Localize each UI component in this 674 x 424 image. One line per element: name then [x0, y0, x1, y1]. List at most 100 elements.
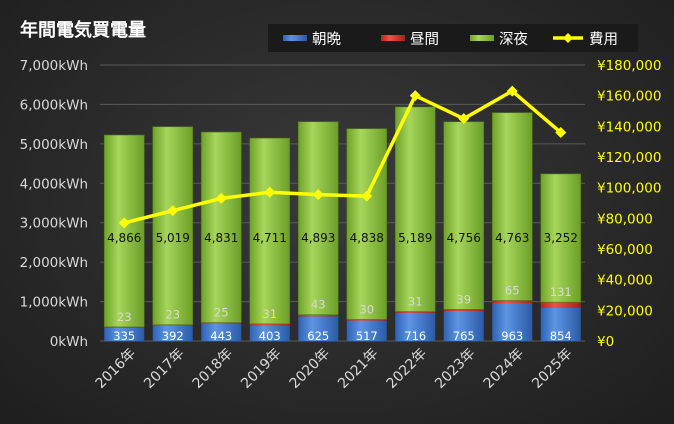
bar-day [540, 302, 581, 308]
y2-tick-label: ¥180,000 [597, 58, 661, 74]
bar-day [249, 323, 290, 326]
bar-morning [249, 325, 290, 341]
legend: 朝晩 昼間 深夜 費用 [268, 24, 638, 52]
legend-swatch-day [381, 35, 405, 41]
y2-tick-label: ¥20,000 [597, 303, 653, 319]
y2-tick-label: ¥60,000 [597, 242, 653, 258]
bar-night [249, 137, 291, 325]
bar-night [103, 134, 145, 328]
x-tick-label: 2016年 [93, 346, 139, 392]
legend-label: 昼間 [410, 32, 439, 48]
label-night: 5,019 [156, 231, 190, 245]
label-night: 4,711 [253, 231, 287, 245]
cost-marker [312, 189, 324, 201]
cost-line [123, 89, 562, 225]
label-morning: 963 [501, 329, 523, 343]
x-tick-label: 2019年 [238, 346, 284, 392]
bar-morning [201, 323, 242, 341]
label-night: 4,831 [204, 231, 238, 245]
x-tick-label: 2018年 [190, 346, 236, 392]
legend-label: 朝晩 [312, 31, 341, 48]
label-night: 4,838 [350, 231, 384, 245]
bar-morning [492, 303, 533, 341]
y-tick-label: 1,000kWh [20, 295, 88, 311]
label-day: 65 [505, 283, 520, 297]
bar-day [152, 324, 193, 326]
y2-tick-label: ¥140,000 [597, 119, 661, 135]
x-tick-label: 2023年 [432, 346, 478, 392]
x-tick-label: 2022年 [384, 346, 430, 392]
chart-title: 年間電気買電量 [20, 19, 146, 41]
y2-tick-label: ¥120,000 [597, 150, 661, 166]
legend-swatch-morning [283, 35, 307, 41]
y2-tick-label: ¥80,000 [597, 211, 653, 227]
cost-marker [458, 113, 470, 125]
label-day: 31 [408, 295, 423, 309]
y-tick-label: 0kWh [50, 334, 88, 350]
bar-morning [104, 327, 145, 341]
bar-night [297, 121, 339, 315]
label-day: 39 [456, 292, 471, 306]
x-tick-label: 2024年 [481, 346, 527, 392]
cost-marker [555, 126, 567, 138]
label-night: 4,866 [107, 231, 141, 245]
label-day: 131 [550, 285, 572, 299]
y2-tick-label: ¥160,000 [597, 89, 661, 105]
bar-night [394, 106, 436, 312]
bar-morning [152, 325, 193, 341]
y-tick-label: 5,000kWh [20, 137, 88, 153]
cost-marker [506, 85, 518, 97]
x-tick-label: 2017年 [141, 346, 187, 392]
label-day: 25 [214, 306, 229, 320]
label-morning: 716 [404, 329, 426, 343]
bar-day [443, 309, 484, 311]
label-morning: 517 [356, 329, 378, 343]
cost-marker [361, 190, 373, 202]
y-tick-label: 3,000kWh [20, 216, 88, 232]
bar-morning [395, 312, 436, 341]
cost-marker [409, 90, 421, 102]
label-day: 23 [165, 308, 180, 322]
y2-tick-label: ¥100,000 [597, 181, 661, 197]
legend-swatch-night [470, 35, 494, 41]
bar-night [540, 173, 582, 303]
x-tick-label: 2020年 [287, 346, 333, 392]
label-morning: 625 [307, 329, 329, 343]
y-tick-label: 7,000kWh [20, 58, 88, 74]
cost-marker [215, 192, 227, 204]
label-night: 3,252 [544, 231, 578, 245]
bar-day [104, 326, 145, 328]
label-morning: 335 [113, 329, 135, 343]
bar-night [152, 126, 194, 325]
bar-morning [443, 310, 484, 341]
label-day: 31 [262, 307, 277, 321]
legend-label: 深夜 [499, 31, 528, 48]
label-morning: 765 [453, 329, 475, 343]
y2-tick-label: ¥40,000 [597, 273, 653, 289]
label-morning: 403 [259, 329, 281, 343]
label-night: 4,756 [447, 231, 481, 245]
label-day: 43 [311, 298, 326, 312]
y2-tick-label: ¥0 [597, 334, 614, 350]
cost-marker [167, 205, 179, 217]
label-morning: 854 [550, 329, 572, 343]
label-night: 4,763 [495, 231, 529, 245]
bar-day [201, 322, 242, 324]
bar-night [200, 131, 242, 323]
bar-day [395, 311, 436, 313]
label-morning: 443 [210, 329, 232, 343]
x-tick-label: 2021年 [335, 346, 381, 392]
cost-marker [264, 186, 276, 198]
bar-morning [298, 316, 339, 341]
y-tick-label: 6,000kWh [20, 97, 88, 113]
bar-night [491, 112, 533, 301]
label-day: 30 [359, 302, 374, 316]
y-tick-label: 2,000kWh [20, 255, 88, 271]
bar-morning [540, 307, 581, 341]
bar-day [298, 314, 339, 317]
legend-marker-cost [563, 33, 573, 43]
label-night: 5,189 [398, 231, 432, 245]
cost-marker [118, 217, 130, 229]
bar-night [346, 128, 388, 320]
